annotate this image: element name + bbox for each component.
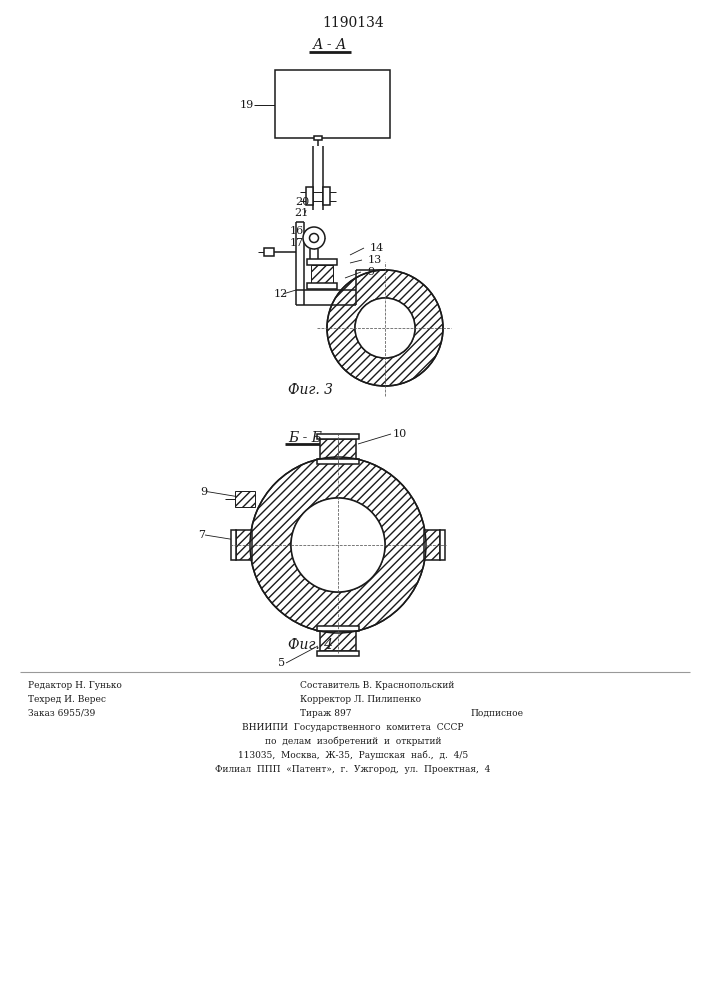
Bar (320, 439, 356, 459)
Text: 20: 20 (295, 197, 309, 207)
Bar (320, 631, 356, 651)
Text: Филиал  ППП  «Патент»,  г.  Ужгород,  ул.  Проектная,  4: Филиал ППП «Патент», г. Ужгород, ул. Про… (216, 764, 491, 774)
Bar (275, 70, 390, 138)
Bar (307, 259, 337, 265)
Text: 16: 16 (290, 226, 304, 236)
Text: А - А: А - А (312, 38, 347, 52)
Text: ВНИИПИ  Государственного  комитета  СССР: ВНИИПИ Государственного комитета СССР (243, 722, 464, 732)
Bar (317, 459, 359, 464)
Text: 1190134: 1190134 (322, 16, 384, 30)
Text: 113035,  Москва,  Ж-35,  Раушская  наб.,  д.  4/5: 113035, Москва, Ж-35, Раушская наб., д. … (238, 750, 468, 760)
Text: 9: 9 (367, 267, 374, 277)
Circle shape (310, 233, 318, 242)
Text: Техред И. Верес: Техред И. Верес (28, 694, 106, 704)
Bar (306, 187, 313, 205)
Bar (264, 248, 274, 256)
Bar (424, 530, 440, 560)
Text: Составитель В. Краснопольский: Составитель В. Краснопольский (300, 680, 455, 690)
Bar (317, 651, 359, 656)
Text: 13: 13 (368, 255, 382, 265)
Bar (323, 187, 330, 205)
Text: Б - Б: Б - Б (288, 431, 322, 445)
Bar (236, 530, 252, 560)
Bar (317, 434, 359, 439)
Circle shape (291, 498, 385, 592)
Text: Тираж 897: Тираж 897 (300, 708, 351, 718)
Bar (231, 530, 236, 560)
Text: по  делам  изобретений  и  открытий: по делам изобретений и открытий (264, 736, 441, 746)
Bar (235, 491, 255, 507)
Bar (307, 283, 337, 289)
Text: 5: 5 (278, 658, 285, 668)
Text: 10: 10 (393, 429, 407, 439)
Text: Редактор Н. Гунько: Редактор Н. Гунько (28, 680, 122, 690)
Text: 12: 12 (274, 289, 288, 299)
Text: Фиг. 4: Фиг. 4 (288, 638, 332, 652)
Circle shape (355, 298, 415, 358)
Text: 17: 17 (290, 238, 304, 248)
Text: Корректор Л. Пилипенко: Корректор Л. Пилипенко (300, 694, 421, 704)
Bar (314, 136, 322, 140)
Text: Фиг. 3: Фиг. 3 (288, 383, 332, 397)
Text: 14: 14 (370, 243, 384, 253)
Circle shape (303, 227, 325, 249)
Bar (311, 265, 333, 283)
Text: 7: 7 (198, 530, 205, 540)
Text: Заказ 6955/39: Заказ 6955/39 (28, 708, 95, 718)
Bar (440, 530, 445, 560)
Text: Подписное: Подписное (470, 708, 523, 718)
Text: 9: 9 (200, 487, 207, 497)
Text: 21: 21 (294, 208, 308, 218)
Text: 19: 19 (240, 100, 255, 110)
Bar (317, 626, 359, 631)
